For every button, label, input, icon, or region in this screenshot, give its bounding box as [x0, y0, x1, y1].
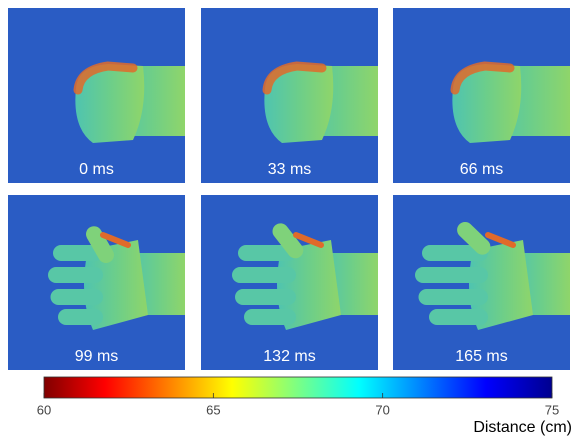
finger — [235, 289, 296, 305]
colorbar-tick-label: 75 — [545, 402, 559, 417]
frame-time-label: 66 ms — [460, 161, 504, 178]
frame-time-label: 99 ms — [75, 348, 119, 365]
colorbar-label: Distance (cm) — [473, 419, 572, 436]
colorbar-tick-label: 70 — [375, 402, 389, 417]
colorbar-tick-label: 65 — [206, 402, 220, 417]
finger — [415, 267, 488, 283]
finger — [244, 309, 296, 325]
finger — [51, 289, 104, 305]
frame-time-label: 33 ms — [268, 161, 312, 178]
finger — [232, 267, 296, 283]
colorbar — [44, 377, 552, 398]
frame-time-label: 165 ms — [455, 348, 507, 365]
finger — [58, 309, 103, 325]
depth-frame: 99 ms — [8, 195, 185, 370]
frame-time-label: 0 ms — [79, 161, 114, 178]
frame-time-label: 132 ms — [263, 348, 315, 365]
finger — [429, 309, 488, 325]
finger — [419, 289, 489, 305]
finger — [48, 267, 103, 283]
depth-frame: 33 ms — [201, 8, 378, 183]
depth-frame: 0 ms — [8, 8, 185, 183]
figure: Distance (cm) 0 ms 33 ms 66 ms 99 ms 132 ms 1… — [0, 0, 577, 438]
depth-frame: 66 ms — [393, 8, 570, 183]
depth-frame: 132 ms — [201, 195, 378, 370]
colorbar-tick-label: 60 — [37, 402, 51, 417]
depth-frame: 165 ms — [393, 195, 570, 370]
